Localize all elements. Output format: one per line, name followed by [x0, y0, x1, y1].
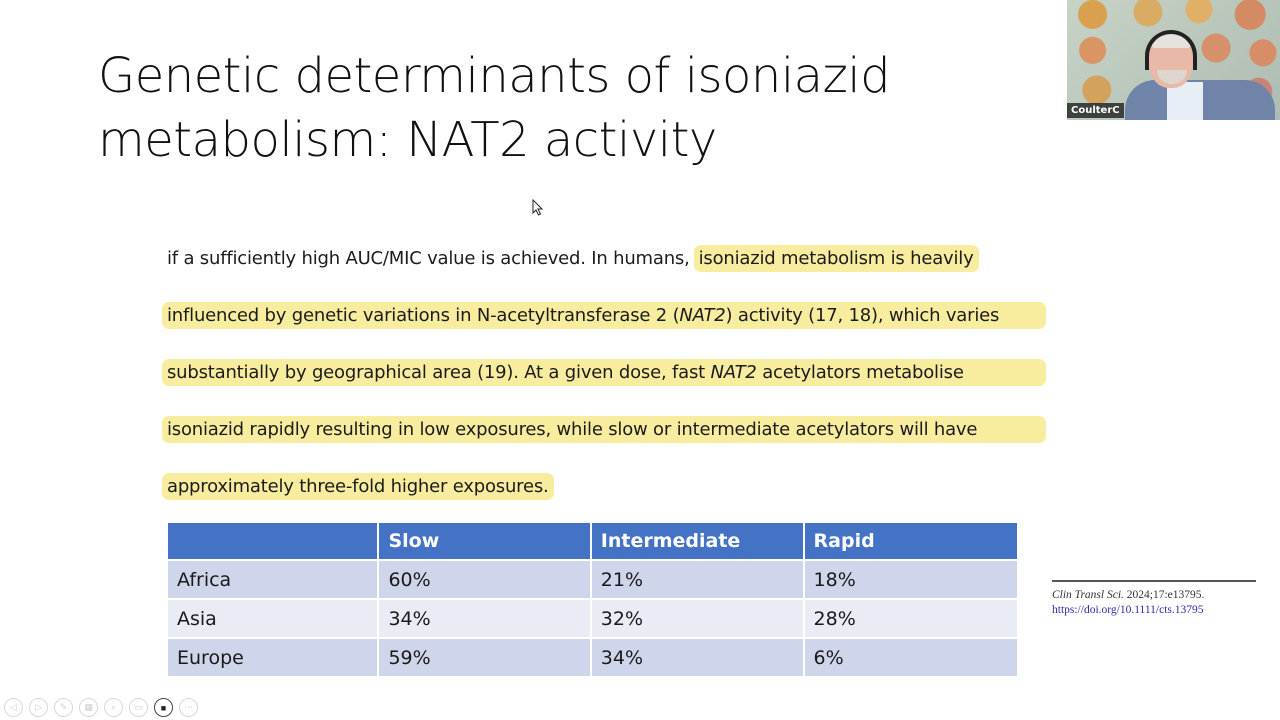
paragraph-line-5: approximately three-fold higher exposure…	[162, 458, 1052, 515]
slow-cell: 59%	[377, 637, 592, 678]
highlighted-text: isoniazid rapidly resulting in low expos…	[162, 416, 1046, 443]
subtitles-icon: ▭	[134, 702, 143, 712]
magnifier-icon: ⌕	[110, 702, 117, 712]
slide-title-line-2: metabolism: NAT2 activity	[98, 112, 717, 168]
journal-name: Clin Transl Sci.	[1052, 589, 1124, 601]
pen-icon: ✎	[59, 702, 68, 712]
citation-journal: Clin Transl Sci. 2024;17:e13795.	[1052, 589, 1256, 601]
highlighted-text: influenced by genetic variations in N-ac…	[162, 302, 1046, 329]
previous-slide-button[interactable]: ◁	[4, 698, 23, 717]
region-cell: Europe	[165, 637, 380, 678]
participant-shirt	[1167, 82, 1203, 120]
slide-title-line-1: Genetic determinants of isoniazid	[98, 48, 891, 104]
grid-icon: ▦	[84, 702, 93, 712]
pen-button[interactable]: ✎	[54, 698, 73, 717]
slides-overview-button[interactable]: ▦	[79, 698, 98, 717]
gene-name-italic: NAT2	[710, 362, 757, 383]
paragraph-line-2: influenced by genetic variations in N-ac…	[162, 287, 1052, 344]
subtitles-button[interactable]: ▭	[129, 698, 148, 717]
participant-beard	[1157, 70, 1187, 84]
slow-cell: 60%	[377, 559, 592, 600]
table-row: Asia 34% 32% 28%	[165, 598, 1020, 639]
more-icon: ⋯	[184, 702, 193, 712]
gene-name-italic: NAT2	[679, 305, 726, 326]
text-fragment: acetylators metabolise	[762, 362, 964, 383]
participant-video-tile[interactable]: CoulterC	[1067, 0, 1280, 120]
next-icon: ▷	[35, 702, 42, 712]
table-header-row: Slow Intermediate Rapid	[165, 521, 1020, 561]
quoted-paragraph: if a sufficiently high AUC/MIC value is …	[162, 230, 1052, 515]
doi-link[interactable]: https://doi.org/10.1111/cts.13795	[1052, 604, 1204, 616]
table-row: Africa 60% 21% 18%	[165, 559, 1020, 600]
slow-cell: 34%	[377, 598, 592, 639]
highlighted-text: approximately three-fold higher exposure…	[162, 473, 554, 500]
highlighted-text: substantially by geographical area (19).…	[162, 359, 1046, 386]
paragraph-line-3: substantially by geographical area (19).…	[162, 344, 1052, 401]
acetylator-distribution-table: Slow Intermediate Rapid Africa 60% 21% 1…	[165, 521, 1020, 678]
header-slow: Slow	[377, 521, 592, 561]
rapid-cell: 6%	[802, 637, 1020, 678]
headset-icon	[1145, 30, 1197, 70]
slide-title: Genetic determinants of isoniazid metabo…	[98, 44, 998, 172]
camera-button[interactable]: ■	[154, 698, 173, 717]
rapid-cell: 28%	[802, 598, 1020, 639]
rapid-cell: 18%	[802, 559, 1020, 600]
paragraph-line-1: if a sufficiently high AUC/MIC value is …	[162, 230, 1052, 287]
participant-name-label: CoulterC	[1067, 103, 1124, 118]
intermediate-cell: 21%	[589, 559, 805, 600]
intermediate-cell: 32%	[589, 598, 805, 639]
header-intermediate: Intermediate	[589, 521, 805, 561]
camera-icon: ■	[160, 702, 167, 713]
paragraph-line-4: isoniazid rapidly resulting in low expos…	[162, 401, 1052, 458]
more-options-button[interactable]: ⋯	[179, 698, 198, 717]
previous-icon: ◁	[10, 702, 17, 712]
table-row: Europe 59% 34% 6%	[165, 637, 1020, 678]
zoom-button[interactable]: ⌕	[104, 698, 123, 717]
slideshow-toolbar: ◁ ▷ ✎ ▦ ⌕ ▭ ■ ⋯	[4, 698, 198, 717]
text-fragment: substantially by geographical area (19).…	[167, 362, 706, 383]
journal-details: 2024;17:e13795.	[1126, 589, 1205, 601]
next-slide-button[interactable]: ▷	[29, 698, 48, 717]
highlighted-text: isoniazid metabolism is heavily	[693, 245, 979, 272]
citation-divider	[1052, 580, 1256, 582]
header-region	[165, 521, 380, 561]
region-cell: Africa	[165, 559, 380, 600]
intermediate-cell: 34%	[589, 637, 805, 678]
citation: Clin Transl Sci. 2024;17:e13795. https:/…	[1052, 580, 1256, 616]
region-cell: Asia	[165, 598, 380, 639]
text-fragment: influenced by genetic variations in N-ac…	[167, 305, 680, 326]
header-rapid: Rapid	[802, 521, 1020, 561]
text-fragment: ) activity (17, 18), which varies	[725, 305, 1000, 326]
paragraph-text: if a sufficiently high AUC/MIC value is …	[167, 248, 690, 269]
